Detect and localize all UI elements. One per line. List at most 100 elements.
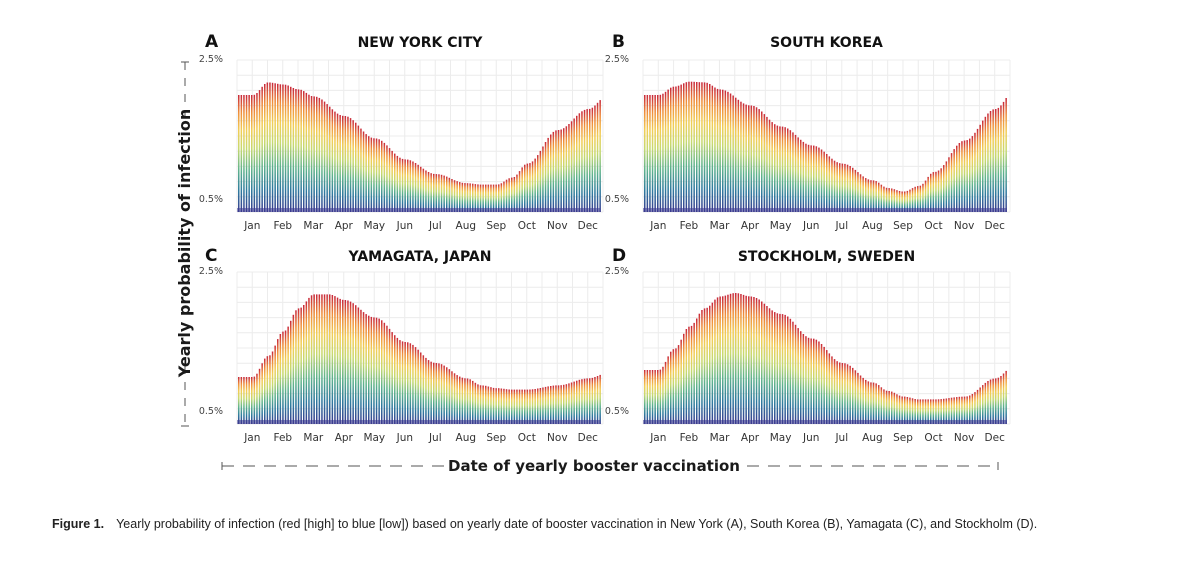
series-bar — [414, 163, 417, 212]
series-bar — [891, 391, 893, 424]
series-bar — [498, 184, 500, 212]
x-tick-label: Apr — [335, 432, 354, 444]
series-bar — [703, 82, 706, 213]
series-bar — [394, 335, 396, 424]
series-bar — [922, 183, 924, 212]
series-bar — [862, 176, 864, 212]
panel-letter: D — [612, 246, 626, 266]
series-bar — [750, 105, 753, 212]
series-bar — [716, 88, 719, 212]
series-bar — [581, 379, 583, 424]
series-bar — [670, 87, 672, 212]
series-bar — [391, 150, 393, 212]
series-bar — [787, 316, 789, 424]
series-bar — [373, 317, 375, 424]
series-bar — [292, 314, 295, 424]
series-bar — [714, 87, 716, 212]
series-bar — [381, 140, 383, 212]
series-bar — [922, 399, 924, 424]
series-bar — [789, 130, 792, 212]
series-bar — [711, 85, 714, 212]
series-bar — [859, 174, 862, 212]
x-tick-label: Aug — [456, 432, 477, 444]
series-bar — [420, 352, 422, 424]
series-bar — [547, 137, 549, 212]
series-bar — [339, 298, 341, 424]
series-bar — [701, 310, 703, 424]
series-bar — [888, 391, 890, 424]
series-bar — [779, 313, 781, 424]
series-bar — [820, 149, 823, 212]
series-bar — [982, 385, 984, 424]
series-bar — [885, 187, 888, 212]
series-bar — [524, 389, 526, 424]
x-tick-label: Apr — [741, 220, 760, 232]
series-bar — [318, 97, 321, 212]
series-bar — [295, 89, 297, 212]
series-bar — [828, 156, 831, 212]
series-bar — [544, 386, 547, 424]
series-bar — [526, 163, 529, 212]
series-bar — [373, 138, 375, 212]
series-bar — [979, 387, 981, 424]
series-bar — [956, 397, 958, 424]
series-bar — [505, 389, 508, 424]
series-bar — [349, 118, 352, 212]
series-bar — [719, 296, 721, 424]
series-bar — [256, 373, 258, 424]
series-bar — [771, 310, 773, 424]
series-bar — [719, 89, 721, 212]
series-bar — [492, 387, 495, 424]
series-bar — [748, 105, 750, 212]
series-bar — [646, 370, 649, 424]
x-tick-label: Dec — [578, 220, 599, 232]
series-bar — [292, 88, 295, 212]
series-bar — [722, 89, 724, 212]
series-bar — [937, 399, 940, 424]
series-bar — [789, 318, 792, 424]
series-bar — [352, 120, 354, 212]
series-bar — [430, 173, 432, 212]
series-bar — [937, 170, 940, 212]
series-bar — [456, 375, 458, 424]
x-tick-label: May — [363, 432, 385, 444]
series-bar — [724, 295, 727, 424]
x-tick-label: Sep — [893, 220, 913, 232]
series-bar — [591, 107, 594, 212]
x-tick-label: Jan — [243, 220, 260, 232]
series-bar — [448, 369, 451, 424]
series-bar — [797, 137, 799, 212]
series-bar — [963, 140, 966, 212]
series-bar — [729, 93, 732, 212]
series-bar — [316, 294, 318, 424]
series-bar — [675, 348, 677, 424]
series-bar — [779, 126, 781, 212]
series-bar — [969, 395, 971, 424]
series-bar — [727, 91, 729, 212]
series-bar — [552, 385, 555, 424]
series-bar — [680, 84, 682, 212]
series-bar — [461, 377, 464, 424]
series-bar — [859, 375, 862, 424]
x-tick-label: Aug — [862, 432, 883, 444]
series-bar — [388, 148, 391, 212]
series-bar — [326, 104, 328, 212]
y-tick-label: 0.5% — [199, 194, 223, 205]
series-bar — [596, 376, 599, 424]
series-bar — [300, 307, 302, 424]
y-tick-label: 2.5% — [605, 54, 629, 65]
series-bar — [768, 119, 771, 212]
series-bar — [880, 184, 883, 212]
series-bar — [807, 144, 810, 212]
y-axis-label-bg — [175, 118, 195, 366]
series-bar — [810, 145, 812, 212]
series-bar — [823, 151, 825, 212]
series-bar — [251, 95, 253, 212]
series-bar — [963, 396, 966, 424]
series-bar — [774, 312, 776, 424]
series-bar — [753, 297, 755, 424]
series-bar — [485, 184, 487, 212]
series-bar — [321, 99, 323, 212]
series-bar — [271, 82, 274, 212]
series-bar — [500, 388, 503, 424]
